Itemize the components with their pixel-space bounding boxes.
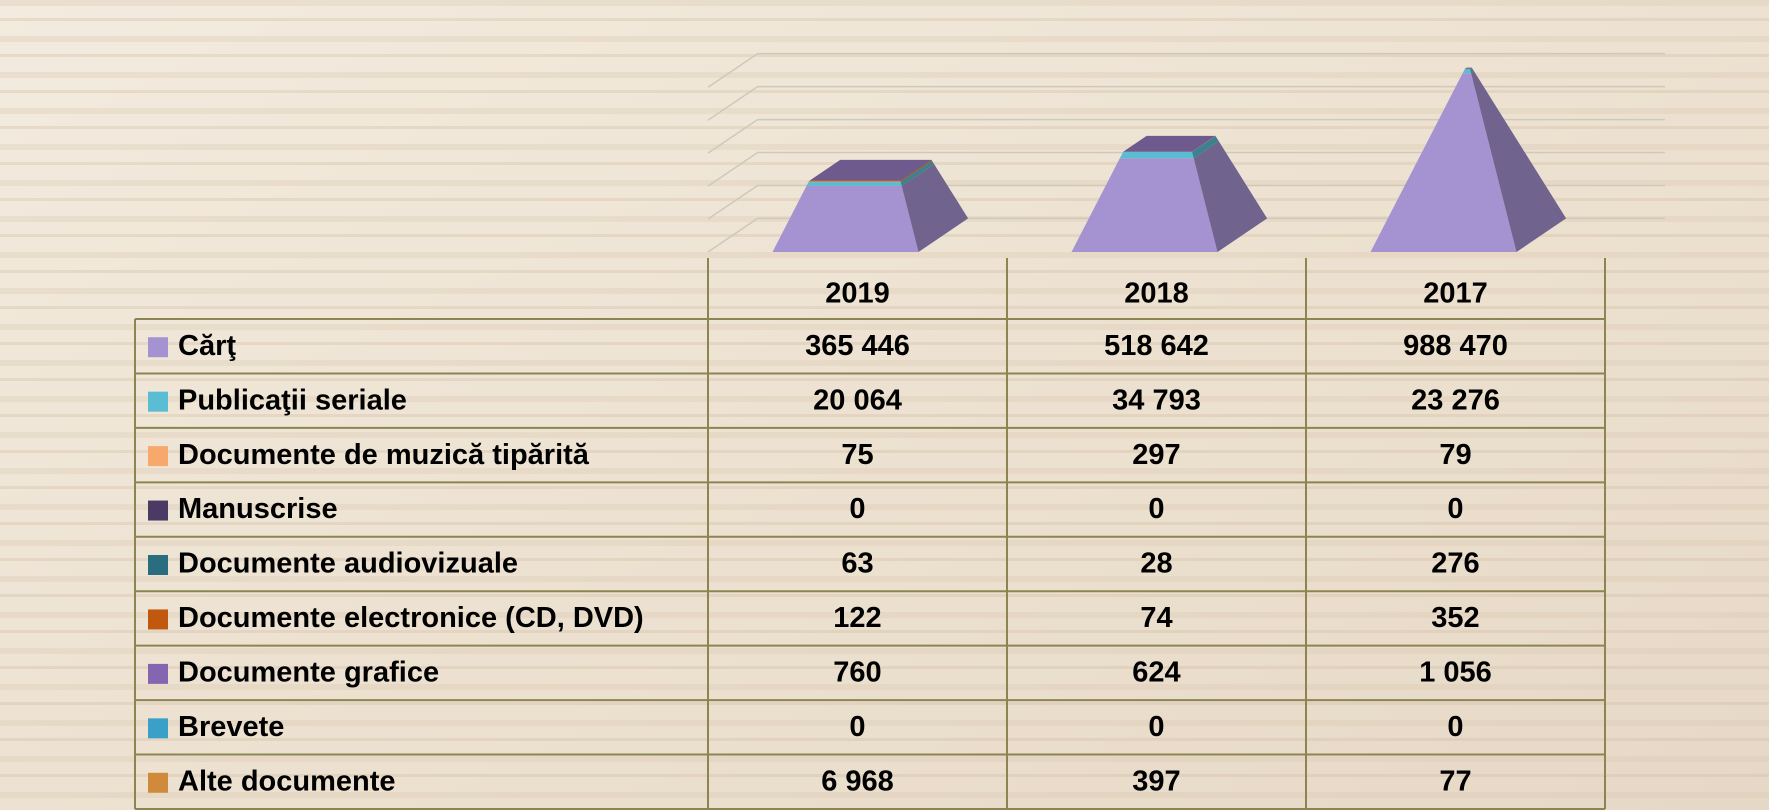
legend-label: Cărţ: [178, 330, 236, 362]
table-cell: 624: [1132, 657, 1180, 689]
table-cell: 79: [1439, 439, 1471, 471]
table-cell: 34 793: [1112, 384, 1201, 416]
legend-swatch: [148, 337, 168, 357]
table-cell: 20 064: [813, 384, 902, 416]
legend-label: Documente de muzică tipărită: [178, 439, 590, 471]
legend-swatch: [148, 501, 168, 521]
pyramid-front: [809, 181, 901, 182]
table-cell: 0: [849, 711, 865, 743]
table-cell: 1 056: [1419, 657, 1492, 689]
table-cell: 0: [849, 493, 865, 525]
legend-label: Publicaţii seriale: [178, 384, 407, 416]
page: 2019 2018 2017 Cărţ 365 446 518 642 988 470 Pub…: [0, 0, 1769, 810]
legend-swatch: [148, 664, 168, 684]
pyramid-front: [1120, 152, 1194, 158]
legend-label: Documente electronice (CD, DVD): [178, 602, 644, 634]
pyramid-front: [807, 182, 902, 186]
column-header: 2018: [1124, 278, 1189, 310]
table-cell: 276: [1431, 548, 1479, 580]
table-cell: 6 968: [821, 765, 894, 797]
table-cell: 0: [1447, 711, 1463, 743]
legend-swatch: [148, 718, 168, 738]
legend-label: Manuscrise: [178, 493, 338, 525]
table-cell: 0: [1148, 711, 1164, 743]
table-cell: 988 470: [1403, 330, 1508, 362]
table-cell: 23 276: [1411, 384, 1500, 416]
table-cell: 365 446: [805, 330, 910, 362]
legend-label: Alte documente: [178, 765, 396, 797]
legend-swatch: [148, 392, 168, 412]
table-cell: 63: [841, 548, 873, 580]
legend-swatch: [148, 555, 168, 575]
table-cell: 397: [1132, 765, 1180, 797]
table-cell: 0: [1447, 493, 1463, 525]
legend-label: Documente grafice: [178, 657, 439, 689]
table-cell: 518 642: [1104, 330, 1209, 362]
legend-swatch: [148, 446, 168, 466]
column-header: 2017: [1423, 278, 1488, 310]
table-cell: 28: [1140, 548, 1172, 580]
table-cell: 297: [1132, 439, 1180, 471]
legend-label: Brevete: [178, 711, 284, 743]
table-cell: 74: [1140, 602, 1172, 634]
table-cell: 0: [1148, 493, 1164, 525]
legend-swatch: [148, 609, 168, 629]
table-cell: 122: [833, 602, 881, 634]
chart: 2019 2018 2017 Cărţ 365 446 518 642 988 470 Pub…: [0, 0, 1769, 810]
table-cell: 75: [841, 439, 873, 471]
table-cell: 77: [1439, 765, 1471, 797]
table-cell: 760: [833, 657, 881, 689]
column-header: 2019: [825, 278, 890, 310]
table-cell: 352: [1431, 602, 1479, 634]
legend-swatch: [148, 773, 168, 793]
legend-label: Documente audiovizuale: [178, 548, 518, 580]
